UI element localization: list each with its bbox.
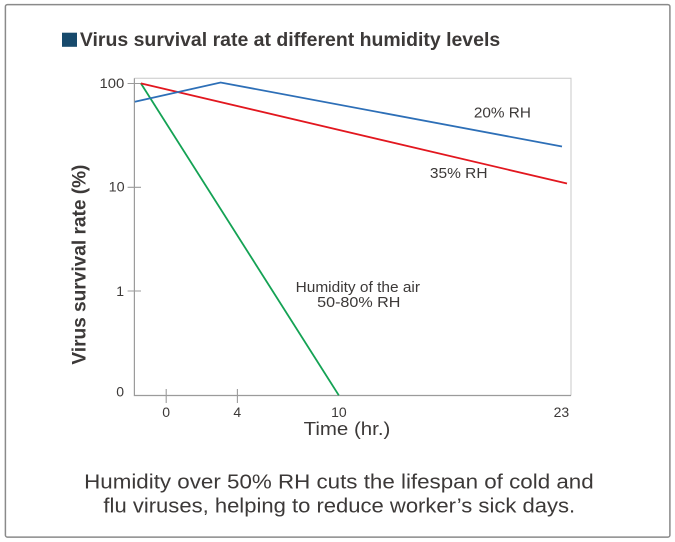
svg-text:Virus survival rate at differe: Virus survival rate at different humidit… — [80, 30, 500, 51]
svg-text:10: 10 — [109, 179, 125, 195]
svg-text:10: 10 — [331, 404, 347, 420]
svg-text:50-80% RH: 50-80% RH — [317, 295, 400, 311]
svg-text:23: 23 — [554, 404, 570, 420]
svg-text:flu viruses, helping to reduce: flu viruses, helping to reduce worker’s … — [103, 494, 575, 517]
svg-text:Time (hr.): Time (hr.) — [304, 418, 391, 439]
svg-text:Humidity over 50% RH cuts the: Humidity over 50% RH cuts the lifespan o… — [84, 470, 594, 493]
svg-text:0: 0 — [162, 404, 170, 420]
svg-text:0: 0 — [116, 383, 124, 399]
svg-text:35% RH: 35% RH — [430, 166, 488, 182]
svg-text:20% RH: 20% RH — [474, 106, 531, 122]
svg-text:1: 1 — [116, 283, 124, 299]
svg-text:Humidity of the air: Humidity of the air — [296, 279, 420, 296]
svg-text:4: 4 — [233, 404, 241, 420]
svg-text:100: 100 — [100, 75, 125, 91]
svg-text:Virus survival rate (%): Virus survival rate (%) — [70, 165, 91, 365]
